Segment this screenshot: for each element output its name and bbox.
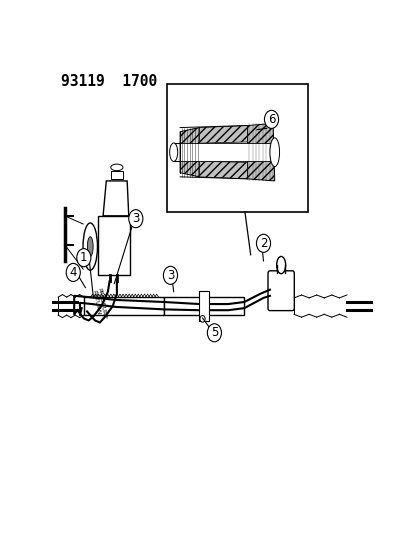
Text: 3: 3: [166, 269, 174, 282]
Circle shape: [264, 110, 278, 128]
Text: 4: 4: [69, 266, 77, 279]
Bar: [111, 171, 122, 179]
Bar: [199, 292, 209, 321]
Polygon shape: [199, 126, 247, 143]
Circle shape: [76, 248, 91, 266]
Circle shape: [207, 324, 221, 342]
Ellipse shape: [269, 138, 279, 166]
Ellipse shape: [276, 256, 285, 273]
Bar: [83, 297, 164, 314]
Text: 5: 5: [210, 326, 218, 340]
Text: RETURN: RETURN: [91, 289, 100, 315]
Circle shape: [199, 316, 204, 322]
Text: 1: 1: [80, 251, 88, 264]
Bar: [98, 216, 130, 276]
Bar: [167, 84, 308, 212]
Text: 6: 6: [267, 113, 275, 126]
Ellipse shape: [111, 164, 123, 171]
Circle shape: [128, 209, 142, 228]
Text: PRESSURE: PRESSURE: [97, 287, 107, 319]
Ellipse shape: [169, 143, 177, 161]
Bar: [164, 297, 244, 314]
Polygon shape: [199, 161, 247, 179]
Circle shape: [256, 235, 270, 252]
Text: 93119  1700: 93119 1700: [61, 74, 157, 89]
Polygon shape: [103, 181, 128, 216]
Circle shape: [66, 263, 80, 281]
Bar: [180, 143, 273, 161]
Circle shape: [163, 266, 177, 284]
Text: 3: 3: [132, 212, 139, 225]
Polygon shape: [247, 124, 274, 181]
Polygon shape: [180, 127, 199, 177]
Ellipse shape: [87, 237, 93, 256]
FancyBboxPatch shape: [267, 271, 294, 311]
Text: 2: 2: [259, 237, 267, 250]
Ellipse shape: [83, 223, 97, 270]
